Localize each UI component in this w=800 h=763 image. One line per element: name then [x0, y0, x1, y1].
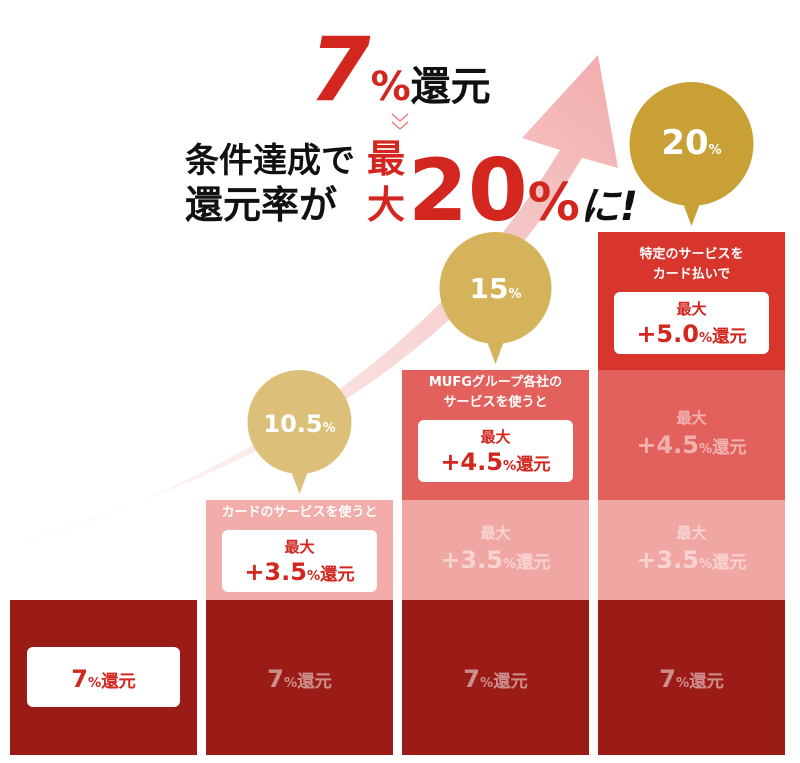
rate: +3.5%還元: [244, 558, 354, 586]
rate: 7%還元: [463, 665, 527, 693]
rate-box: [27, 647, 180, 707]
rate-sign: +: [636, 431, 656, 459]
rate-suffix: 還元: [101, 672, 136, 692]
layer-caption: カード払いで: [653, 266, 731, 282]
rate: +4.5%還元: [636, 431, 746, 459]
subhead-unit: %: [528, 173, 580, 233]
bubble-rate: 10.5%: [263, 410, 335, 438]
rate-suffix: 還元: [297, 672, 332, 692]
layer-max: 最大: [676, 409, 706, 427]
headline-suffix: 還元: [411, 64, 491, 110]
rate-unit: %: [503, 459, 516, 474]
base-block: [402, 600, 589, 755]
rate-unit: %: [699, 331, 712, 346]
rate-box: [418, 420, 573, 482]
rate-sign: +: [440, 448, 460, 476]
rate-value: 3.5: [460, 546, 503, 574]
rate-value: 7: [463, 665, 480, 693]
subhead-line: 条件達成で: [185, 141, 355, 181]
bubble-unit: %: [508, 287, 521, 302]
layer-max: 最大: [480, 524, 510, 542]
subhead-suffix: に!: [580, 184, 638, 230]
bubble-pointer: [486, 340, 505, 364]
layer-block: [598, 500, 785, 600]
rate-suffix: 還元: [516, 455, 551, 475]
bubble-value: 10.5: [263, 410, 322, 438]
rate-box: [614, 292, 769, 354]
layer-block: [402, 500, 589, 600]
rate-value: 3.5: [264, 558, 307, 586]
rate: +5.0%還元: [636, 320, 746, 348]
chevron: [391, 113, 409, 122]
rate-unit: %: [480, 676, 493, 691]
bubble-unit: %: [709, 143, 722, 158]
rate-sign: +: [636, 320, 656, 348]
rate-unit: %: [699, 442, 712, 457]
rate-suffix: 還元: [712, 327, 747, 347]
layer-caption: カードのサービスを使うと: [221, 504, 377, 520]
layer-max: 最大: [480, 428, 510, 446]
base-block: [598, 600, 785, 755]
bubble-pointer: [682, 202, 701, 226]
rate-value: 4.5: [656, 431, 699, 459]
layer-max: 最大: [676, 524, 706, 542]
growth-arrow: [20, 55, 618, 545]
rate-suffix: 還元: [493, 672, 528, 692]
rate-value: 5.0: [656, 320, 699, 348]
rate-unit: %: [503, 557, 516, 572]
bubble: [439, 232, 552, 344]
rate-box: [222, 530, 377, 592]
layer-caption: MUFGグループ各社の: [429, 374, 562, 390]
rate-value: 7: [71, 665, 88, 693]
layer-max: 最大: [676, 300, 706, 318]
headline-unit: %: [371, 64, 411, 110]
rate-value: 7: [267, 665, 284, 693]
subhead-max: 大: [367, 183, 405, 227]
layer-max: 最大: [284, 538, 314, 556]
subhead-value: 20: [408, 141, 528, 241]
rate-suffix: 還元: [712, 438, 747, 458]
subhead-max: 最: [367, 137, 405, 181]
rate: 7%還元: [71, 665, 135, 693]
rate-sign: +: [244, 558, 264, 586]
rate-suffix: 還元: [320, 565, 355, 585]
rate-unit: %: [307, 569, 320, 584]
headline-value: 7: [309, 18, 371, 121]
bubble-value: 15: [470, 272, 509, 305]
base-block: [206, 600, 393, 755]
bubble: [247, 370, 352, 474]
rate: +4.5%還元: [440, 448, 550, 476]
chevron: [391, 121, 409, 130]
bubble-value: 20: [661, 123, 708, 163]
headline: 7%還元: [309, 18, 490, 121]
bubble-rate: 15%: [470, 272, 522, 305]
rate-suffix: 還元: [712, 553, 747, 573]
rate-unit: %: [88, 676, 101, 691]
rate-suffix: 還元: [516, 553, 551, 573]
bubble-unit: %: [323, 421, 336, 436]
rate: 7%還元: [267, 665, 331, 693]
rate-sign: +: [440, 546, 460, 574]
rate-sign: +: [636, 546, 656, 574]
columns: 7%還元 7%還元カードのサービスを使うと最大+3.5%還元10.5%7%還元最大…: [10, 82, 785, 755]
subhead-rate: 20%に!: [408, 141, 638, 241]
rate-unit: %: [699, 557, 712, 572]
bubble: [629, 82, 754, 206]
layer-caption: サービスを使うと: [443, 394, 547, 410]
layer-block: [598, 370, 785, 500]
rate-value: 4.5: [460, 448, 503, 476]
rate: +3.5%還元: [636, 546, 746, 574]
rate: 7%還元: [659, 665, 723, 693]
rate-value: 7: [659, 665, 676, 693]
rate-suffix: 還元: [689, 672, 724, 692]
rate: +3.5%還元: [440, 546, 550, 574]
rate-unit: %: [676, 676, 689, 691]
rate-value: 3.5: [656, 546, 699, 574]
rate-unit: %: [284, 676, 297, 691]
layer-caption: 特定のサービスを: [639, 246, 743, 262]
bubble-rate: 20%: [661, 123, 721, 163]
subhead-line: 還元率が: [185, 183, 337, 227]
bubble-pointer: [290, 470, 309, 494]
